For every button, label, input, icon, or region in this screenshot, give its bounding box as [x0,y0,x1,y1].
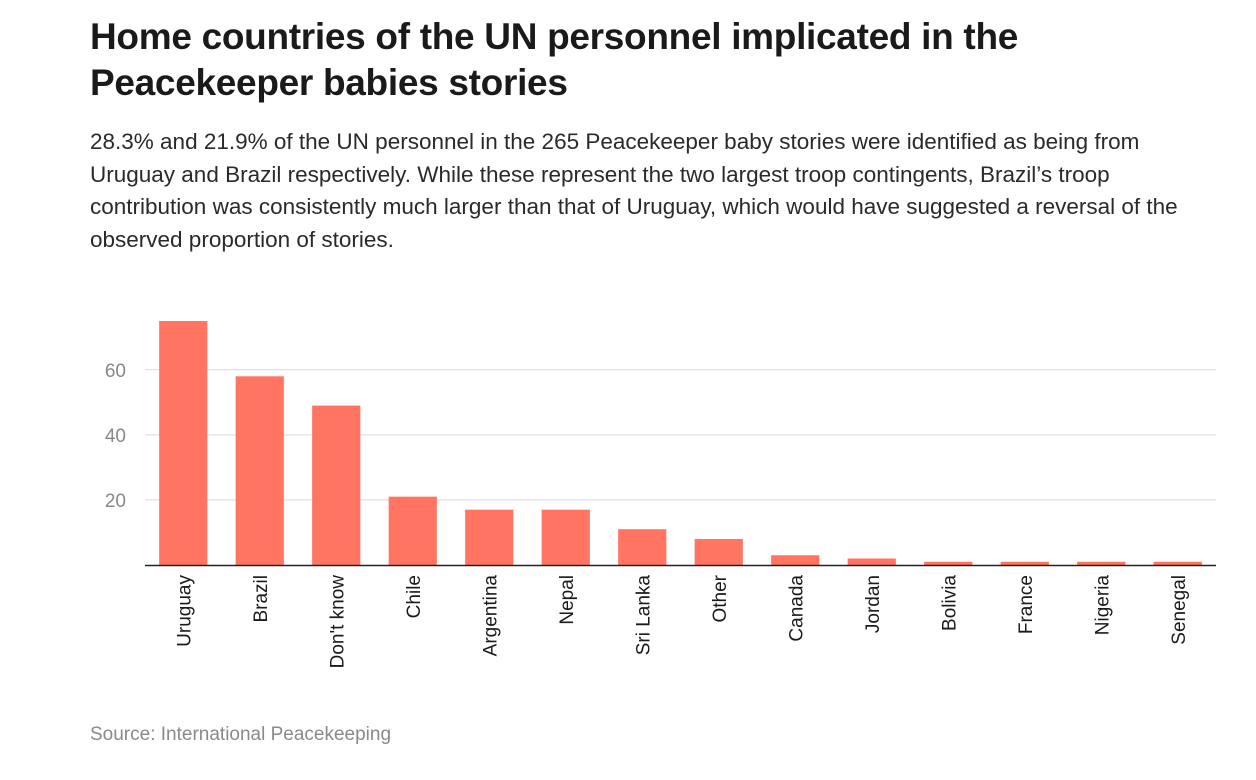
gridlines [145,369,1216,501]
bar [694,538,743,565]
category-labels: Uruguay Brazil Don't know Chile Argentina Nep… [174,574,1190,668]
bar-chart: 20 40 60 Uruguay Brazil Don't know Chile Argen… [105,321,1216,668]
category-label: Senegal [1169,575,1190,645]
category-label: Argentina [480,575,501,657]
bar [388,496,437,565]
category-label: Uruguay [174,575,195,647]
chart-subtitle: 28.3% and 21.9% of the UN personnel in t… [90,129,1178,252]
category-label: Jordan [863,575,884,633]
bar [1000,561,1049,565]
y-tick-label: 20 [105,491,126,512]
chart-title: Home countries of the UN personnel impli… [90,16,1019,103]
category-label: Sri Lanka [633,575,654,656]
category-label: Bolivia [939,575,960,631]
y-tick-label: 60 [105,361,126,382]
bar [312,405,361,565]
bar [771,555,820,565]
bar [159,321,208,565]
bar [847,558,896,565]
bar [1153,561,1202,565]
y-axis-ticks: 20 40 60 [105,361,126,512]
category-label: France [1016,575,1037,634]
category-label: Don't know [327,575,348,669]
category-label: Brazil [251,575,272,623]
category-label: Other [710,574,731,622]
category-label: Chile [404,575,425,618]
source-note: Source: International Peacekeeping [90,724,392,745]
bar [1077,561,1126,565]
y-tick-label: 40 [105,426,126,447]
bar [235,376,284,565]
category-label: Canada [786,575,807,642]
bar [541,509,590,565]
category-label: Nigeria [1092,575,1113,636]
bar [924,561,973,565]
bar [465,509,514,565]
category-label: Nepal [557,575,578,625]
bars [159,321,1202,565]
bar [618,529,667,565]
